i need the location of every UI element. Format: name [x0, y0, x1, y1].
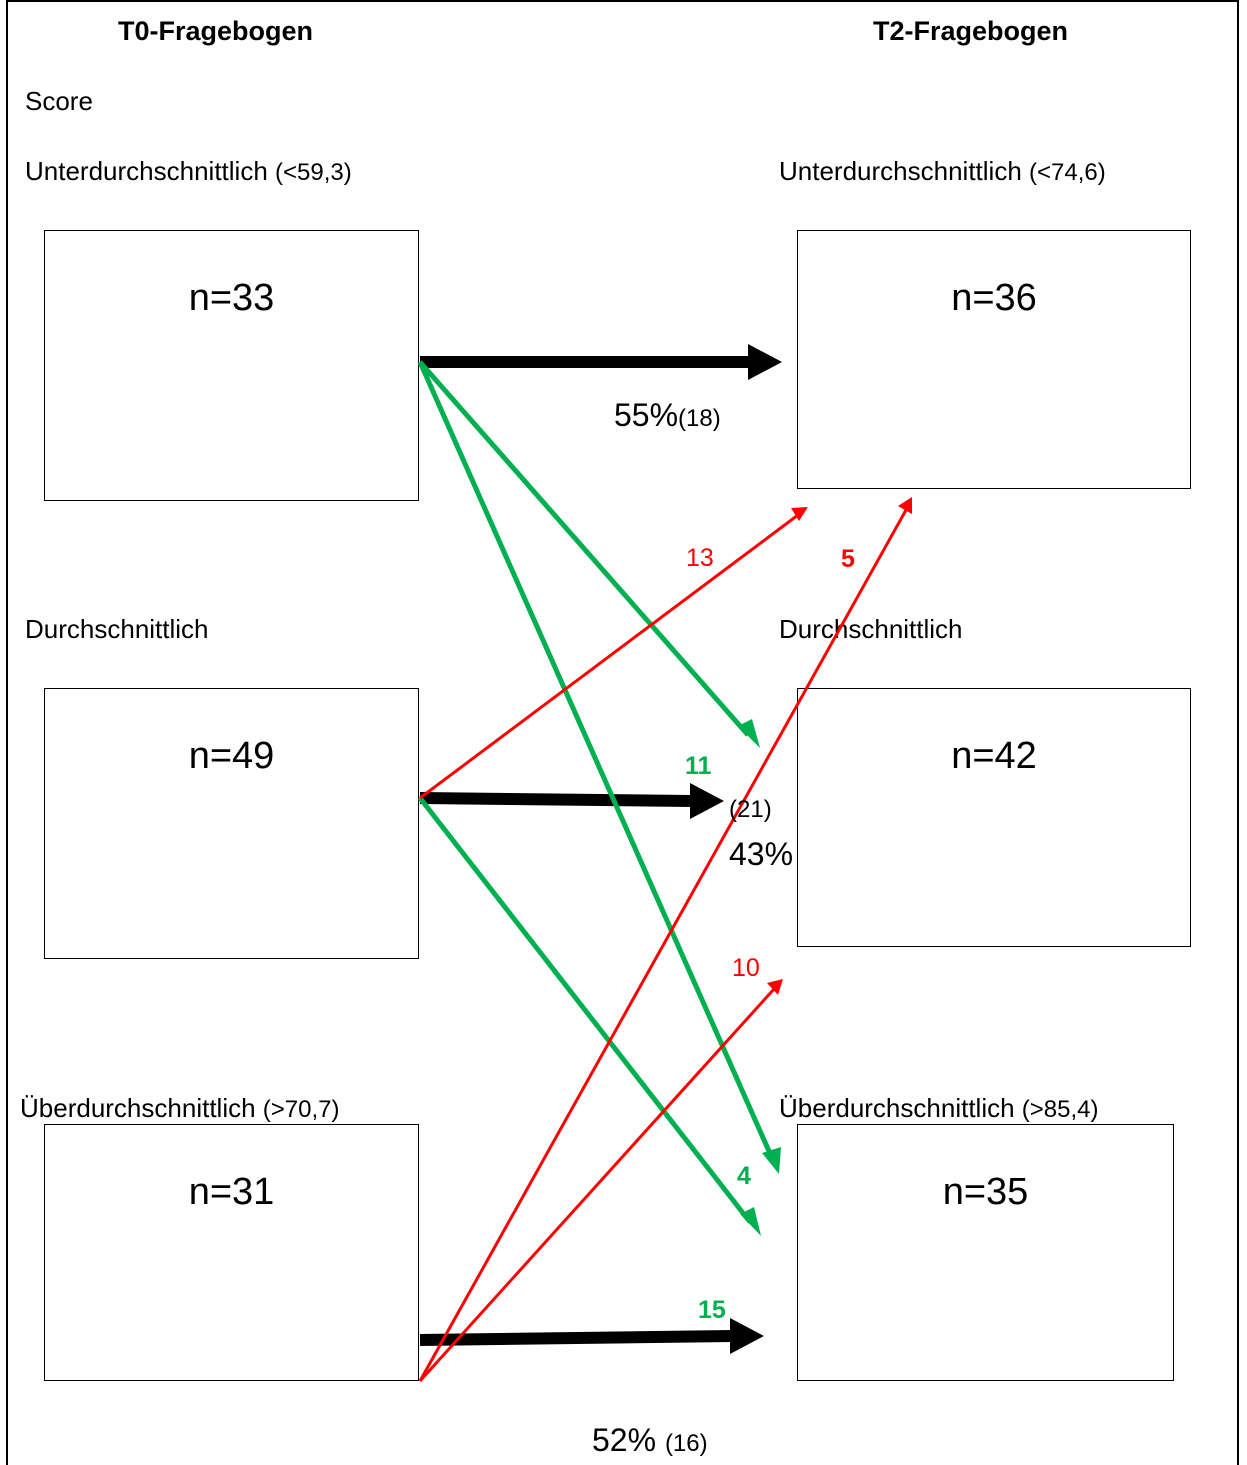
stay-below-count: (18): [678, 405, 721, 432]
arrow-stay-above: [419, 1330, 733, 1346]
arrow-average-to-below-head: [791, 507, 808, 521]
arrow-stay-below-head: [748, 344, 782, 380]
stay-above-label: 52% (16): [592, 1422, 708, 1459]
t0-average-box: n=49: [44, 688, 419, 959]
t2-above-label-text: Überdurchschnittlich: [779, 1093, 1015, 1123]
t0-above-threshold: (>70,7): [262, 1096, 340, 1123]
t0-above-label: Überdurchschnittlich (>70,7): [20, 1093, 340, 1124]
t0-header: T0-Fragebogen: [118, 16, 314, 46]
arrow-stay-average: [419, 792, 693, 807]
t0-above-box: n=31: [44, 1124, 419, 1381]
t2-above-label: Überdurchschnittlich (>85,4): [779, 1093, 1099, 1124]
t2-below-count: n=36: [951, 277, 1037, 319]
stay-below-pct: 55%: [614, 397, 679, 433]
arrow-below-to-above: [417, 360, 775, 1160]
stay-average-pct: 43%: [729, 836, 794, 872]
stay-above-count: (16): [664, 1430, 708, 1457]
t2-above-count: n=35: [942, 1171, 1029, 1213]
stay-below-label: 55%(18): [614, 397, 721, 434]
arrow-below-to-average: [418, 360, 750, 737]
arrow-above-to-average-head: [767, 979, 783, 995]
count-above-to-below: 5: [841, 545, 855, 573]
t2-average-box: n=42: [797, 688, 1191, 947]
score-label: Score: [25, 86, 93, 116]
t2-above-box: n=35: [797, 1124, 1174, 1381]
count-average-to-below: 13: [686, 544, 714, 572]
t0-above-label-text: Überdurchschnittlich: [20, 1093, 256, 1123]
t0-below-threshold: (<59,3): [275, 159, 352, 186]
t0-below-count: n=33: [188, 277, 275, 319]
arrow-stay-average-head: [690, 783, 724, 819]
arrow-average-to-above-head: [740, 1207, 761, 1236]
arrow-above-to-average: [418, 987, 776, 1383]
t2-above-threshold: (>85,4): [1021, 1096, 1099, 1123]
arrow-stay-above-head: [730, 1318, 764, 1354]
arrow-average-to-below: [419, 513, 799, 800]
t0-below-label-text: Unterdurchschnittlich: [25, 156, 268, 186]
stay-above-pct: 52%: [592, 1422, 657, 1458]
arrow-below-to-above-head: [762, 1147, 781, 1174]
arrow-below-to-average-head: [738, 719, 760, 748]
t2-average-count: n=42: [951, 735, 1037, 777]
t2-header: T2-Fragebogen: [873, 16, 1069, 46]
t2-below-label-text: Unterdurchschnittlich: [779, 156, 1022, 186]
arrow-average-to-above: [418, 796, 752, 1224]
t2-average-label: Durchschnittlich: [779, 614, 963, 644]
count-below-to-above: 4: [737, 1162, 751, 1190]
t0-above-count: n=31: [188, 1171, 275, 1213]
arrow-above-to-below: [418, 509, 908, 1382]
t0-average-count: n=49: [188, 735, 275, 777]
t0-below-label: Unterdurchschnittlich (<59,3): [25, 156, 352, 187]
stay-average-count: (21): [729, 796, 772, 823]
count-average-to-above: 15: [698, 1296, 726, 1324]
t0-average-label: Durchschnittlich: [25, 614, 209, 644]
arrow-above-to-below-head: [898, 497, 912, 514]
t0-below-box: n=33: [44, 230, 419, 501]
t2-below-box: n=36: [797, 230, 1191, 489]
t2-below-threshold: (<74,6): [1029, 159, 1106, 186]
count-below-to-average: 11: [685, 752, 712, 780]
count-above-to-average: 10: [732, 954, 760, 982]
t2-below-label: Unterdurchschnittlich (<74,6): [779, 156, 1106, 187]
stay-average-count-label: (21): [729, 788, 772, 825]
diagram-frame: [6, 0, 1239, 1465]
